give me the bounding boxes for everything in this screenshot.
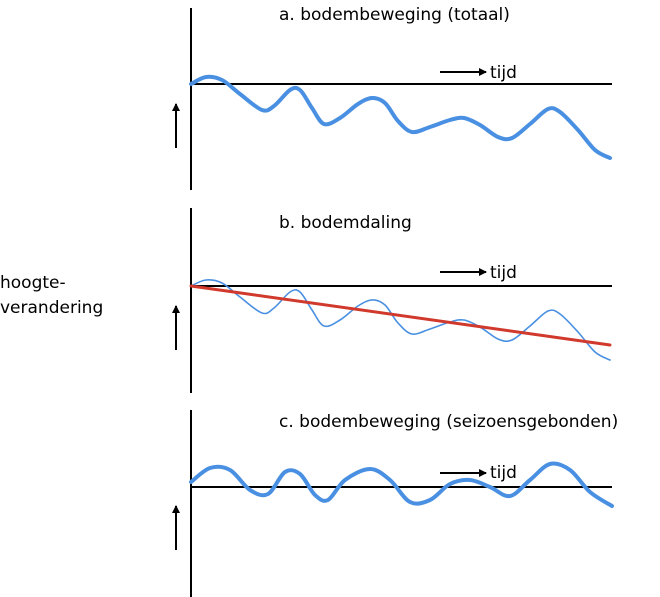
y-axis-label-line-1: hoogte- (0, 273, 66, 293)
panel-c-seasonal-movement-curve (189, 461, 614, 508)
panel-a-title: a. bodembeweging (totaal) (279, 5, 510, 25)
panel-c-time-label: tijd (490, 463, 517, 483)
panel-b-subsidence-trend-line (189, 284, 612, 347)
panel-a: a. bodembeweging (totaal) tijd (172, 5, 612, 190)
panel-a-total-movement-curve (189, 74, 612, 160)
panel-b-total-movement-curve (190, 279, 611, 361)
panel-b-time-label: tijd (490, 263, 517, 283)
panel-b: b. bodemdaling tijd (172, 208, 612, 393)
panel-c-title: c. bodembeweging (seizoensgebonden) (279, 412, 618, 432)
panel-a-time-label: tijd (490, 63, 517, 83)
panel-c: c. bodembeweging (seizoensgebonden) tijd (172, 410, 618, 597)
y-axis-label: hoogte- verandering (0, 271, 103, 321)
panel-b-title: b. bodemdaling (279, 213, 412, 233)
y-axis-label-line-2: verandering (0, 298, 104, 318)
